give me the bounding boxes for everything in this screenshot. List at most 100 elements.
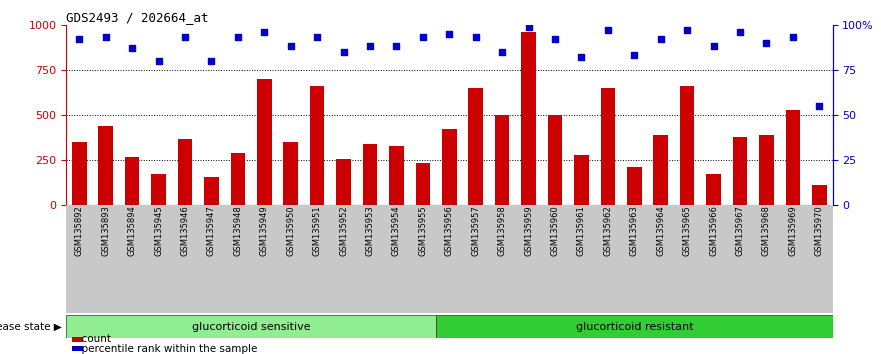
Text: GSM135963: GSM135963	[630, 211, 639, 262]
Text: GSM135966: GSM135966	[709, 211, 718, 262]
Bar	[654, 135, 668, 205]
Bar	[680, 86, 694, 205]
Text: GSM135962: GSM135962	[603, 205, 612, 256]
Point	[812, 103, 826, 109]
Text: GSM135949: GSM135949	[260, 205, 269, 256]
Point	[152, 58, 166, 64]
Text: GSM135961: GSM135961	[577, 205, 586, 256]
Text: GSM135953: GSM135953	[366, 205, 374, 256]
Text: GSM135969: GSM135969	[788, 211, 797, 262]
Bar	[786, 110, 800, 205]
Point	[284, 44, 298, 49]
Text: GSM135956: GSM135956	[445, 211, 454, 262]
Text: GSM135961: GSM135961	[577, 211, 586, 262]
Bar	[469, 88, 483, 205]
Point	[72, 36, 86, 42]
Bar	[363, 144, 377, 205]
Point	[310, 35, 324, 40]
Text: GSM135945: GSM135945	[154, 211, 163, 261]
Text: GSM135950: GSM135950	[286, 211, 295, 261]
Text: GSM135946: GSM135946	[181, 211, 189, 262]
Bar	[522, 32, 536, 205]
Text: GSM135894: GSM135894	[128, 211, 137, 262]
Text: GSM135965: GSM135965	[683, 211, 692, 262]
Text: GSM135951: GSM135951	[313, 205, 322, 256]
Text: GSM135969: GSM135969	[788, 205, 797, 256]
Text: GSM135950: GSM135950	[286, 205, 295, 256]
Bar	[99, 126, 113, 205]
Text: GSM135953: GSM135953	[366, 211, 374, 262]
Point	[786, 35, 800, 40]
Bar	[337, 159, 351, 205]
Text: GSM135955: GSM135955	[418, 205, 427, 256]
Point	[178, 35, 192, 40]
Text: GSM135951: GSM135951	[313, 211, 322, 261]
Text: GSM135970: GSM135970	[815, 205, 824, 256]
Point	[495, 49, 509, 55]
Point	[125, 45, 139, 51]
Bar	[812, 185, 826, 205]
Text: GSM135893: GSM135893	[101, 211, 110, 262]
Bar	[495, 115, 509, 205]
Bar	[310, 86, 324, 205]
Text: percentile rank within the sample: percentile rank within the sample	[75, 344, 257, 354]
Point	[469, 35, 483, 40]
Bar	[733, 137, 747, 205]
Point	[759, 40, 774, 46]
Text: GSM135894: GSM135894	[128, 205, 137, 256]
Text: disease state ▶: disease state ▶	[0, 321, 62, 332]
Point	[733, 29, 747, 35]
Text: GSM135948: GSM135948	[233, 211, 242, 262]
Text: GSM135960: GSM135960	[551, 211, 559, 262]
Text: GSM135892: GSM135892	[75, 205, 84, 256]
Text: glucorticoid resistant: glucorticoid resistant	[575, 321, 693, 332]
Point	[257, 29, 271, 35]
Bar	[257, 79, 271, 205]
Text: GSM135968: GSM135968	[762, 211, 771, 262]
Bar	[548, 115, 562, 205]
Bar	[627, 167, 641, 205]
Text: GSM135958: GSM135958	[498, 211, 507, 262]
Text: GSM135966: GSM135966	[709, 205, 718, 256]
Text: GSM135956: GSM135956	[445, 205, 454, 256]
Point	[99, 35, 113, 40]
Text: GSM135892: GSM135892	[75, 211, 84, 262]
Point	[442, 31, 456, 37]
Point	[416, 35, 430, 40]
Point	[389, 44, 403, 49]
Bar	[436, 315, 833, 338]
Text: GSM135959: GSM135959	[524, 211, 533, 261]
Text: count: count	[75, 334, 111, 344]
Text: GSM135958: GSM135958	[498, 205, 507, 256]
Bar	[66, 315, 436, 338]
Text: GSM135957: GSM135957	[471, 205, 480, 256]
Bar	[389, 146, 403, 205]
Bar	[152, 174, 166, 205]
Text: GSM135967: GSM135967	[736, 211, 744, 262]
Text: GSM135967: GSM135967	[736, 205, 744, 256]
Text: GSM135952: GSM135952	[339, 205, 348, 256]
Bar	[284, 142, 298, 205]
Point	[601, 27, 615, 33]
Text: GSM135946: GSM135946	[181, 205, 189, 256]
Text: GSM135964: GSM135964	[656, 211, 665, 262]
Bar	[442, 130, 456, 205]
Point	[654, 36, 668, 42]
Text: GSM135955: GSM135955	[418, 211, 427, 261]
Text: GSM135893: GSM135893	[101, 205, 110, 256]
Bar	[231, 153, 245, 205]
Text: GSM135949: GSM135949	[260, 211, 269, 261]
Text: GSM135945: GSM135945	[154, 205, 163, 256]
Text: GSM135954: GSM135954	[392, 205, 401, 256]
Bar	[204, 177, 218, 205]
Point	[707, 44, 721, 49]
Bar	[178, 138, 192, 205]
Text: GSM135959: GSM135959	[524, 205, 533, 256]
Point	[363, 44, 377, 49]
Bar	[416, 163, 430, 205]
Bar	[759, 135, 774, 205]
Point	[337, 49, 351, 55]
Point	[627, 53, 641, 58]
Point	[548, 36, 562, 42]
Point	[522, 24, 536, 29]
